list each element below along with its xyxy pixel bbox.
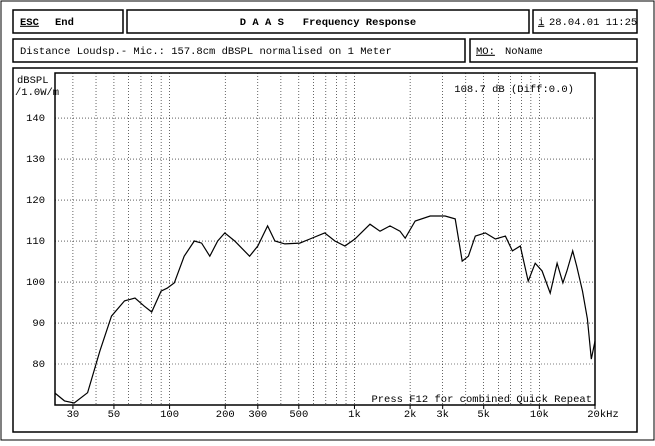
x-tick-label: 5k [477,409,490,421]
distance: Distance Loudsp.- Mic.: 157.8cm dBSPL no… [20,46,392,58]
y-tick-label: 140 [26,113,45,125]
level-annotation: 108.7 dB (Diff:0.0) [454,84,574,96]
mo-name: NoName [505,46,543,58]
x-tick-label: 20kHz [587,409,619,421]
x-tick-label: 100 [160,409,179,421]
esc-key: ESC [20,17,40,29]
info-key: i [538,17,544,29]
y-tick-label: 120 [26,195,45,207]
y-tick-label: 80 [32,359,45,371]
hint: Press F12 for combined Quick Repeat [371,394,592,406]
title-box [126,9,530,34]
x-tick-label: 500 [289,409,308,421]
y-tick-label: 90 [32,318,45,330]
plot-area [54,72,596,406]
x-tick-label: 300 [248,409,267,421]
esc-button[interactable] [12,9,124,34]
x-tick-label: 200 [216,409,235,421]
distance-box [12,38,466,63]
response-line [54,215,596,404]
chart-frame [12,67,638,433]
esc-label: End [55,17,74,29]
x-tick-label: 2k [404,409,417,421]
datetime: 28.04.01 11:25 [549,17,637,29]
y-tick-label: 110 [26,236,45,248]
info-button[interactable] [532,9,638,34]
x-tick-label: 1k [348,409,361,421]
y-axis-label: dBSPL [17,75,49,87]
mo-button[interactable] [469,38,638,63]
y-tick-label: 100 [26,277,45,289]
y-tick-label: 130 [26,154,45,166]
y-axis-unit: /1.0W/m [15,87,59,99]
mo-key: MO: [476,46,495,58]
title: D A A S Frequency Response [240,17,416,29]
x-tick-label: 50 [108,409,121,421]
x-tick-label: 10k [530,409,549,421]
x-tick-label: 30 [67,409,80,421]
x-tick-label: 3k [436,409,449,421]
